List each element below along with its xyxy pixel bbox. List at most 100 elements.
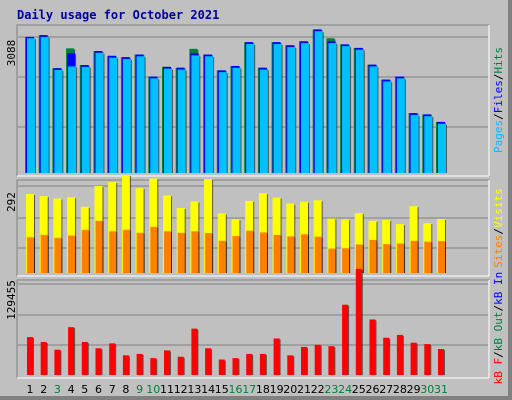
x-tick-label: 9	[136, 383, 143, 396]
kbf-bar	[438, 348, 444, 375]
x-tick-label: 6	[95, 383, 102, 396]
x-tick-label: 22	[311, 383, 325, 396]
x-tick-label: 27	[379, 383, 393, 396]
kbf-bar	[396, 334, 403, 375]
x-tick-label: 18	[256, 383, 270, 396]
sites-bar	[438, 241, 445, 273]
x-tick-label: 2	[40, 383, 47, 396]
chart-title: Daily usage for October 2021	[17, 8, 220, 22]
x-tick-label: 30	[420, 383, 434, 396]
kbf-bar	[177, 356, 184, 375]
visits-bar	[135, 188, 144, 273]
pages-bar	[40, 36, 49, 173]
kbf-bar	[355, 268, 362, 375]
visits-bar	[39, 196, 48, 273]
pages-bar	[68, 66, 77, 173]
visits-bar	[354, 213, 363, 273]
sites-bar	[383, 244, 391, 273]
pages-bar	[232, 67, 241, 173]
sites-bar	[136, 232, 144, 273]
sites-bar	[177, 232, 185, 273]
pages-bar	[369, 66, 378, 173]
x-tick-label: 5	[81, 383, 88, 396]
legend-entry: kB F	[492, 358, 505, 385]
visits-bar	[409, 206, 418, 273]
legend-entry: Hits	[492, 47, 505, 74]
kbf-bar	[81, 341, 88, 375]
legend-entry: kB Out	[492, 311, 505, 351]
legend-entry: Visits	[492, 188, 505, 228]
pages-bar	[301, 43, 309, 173]
x-tick-label: 26	[366, 383, 380, 396]
kbf-bar	[109, 343, 116, 375]
kbf-bar	[314, 344, 321, 375]
kbf-bar	[54, 349, 61, 375]
kbf-bar	[68, 327, 75, 375]
sites-bar	[259, 232, 267, 273]
kbf-bar	[342, 304, 349, 375]
x-tick-label: 17	[242, 383, 256, 396]
visits-bar	[204, 179, 213, 273]
x-tick-label: 13	[187, 383, 201, 396]
x-tick-label: 23	[324, 383, 338, 396]
sites-bar	[328, 248, 336, 273]
kbf-bar	[164, 350, 170, 375]
x-tick-label: 1	[27, 383, 34, 396]
kbf-bar	[259, 353, 266, 375]
legend-entry: /	[492, 113, 505, 120]
pages-bar	[95, 52, 104, 173]
kbf-bar	[301, 346, 307, 375]
pages-bar	[410, 114, 419, 173]
visits-bar	[341, 219, 350, 273]
sites-bar	[54, 237, 62, 273]
kbf-bar	[246, 353, 253, 375]
kbf-bar	[383, 337, 390, 375]
kbf-bar	[150, 358, 157, 375]
kbf-bar	[328, 346, 335, 375]
sites-bar	[164, 231, 171, 273]
x-tick-label: 28	[393, 383, 407, 396]
kbf-bar	[273, 338, 280, 375]
legend-bottom: kB F/kB Out/kB In	[492, 272, 505, 385]
sites-bar	[246, 230, 254, 273]
visits-bar	[26, 194, 34, 273]
kbf-bar	[95, 348, 102, 375]
sites-bar	[40, 234, 48, 273]
pages-bar	[438, 123, 446, 173]
x-tick-label: 8	[122, 383, 129, 396]
kbf-bar	[136, 353, 143, 375]
sites-bar	[369, 239, 377, 273]
legend-entry: /	[492, 228, 505, 235]
y-tick-label: 129455	[5, 280, 18, 320]
kbf-bar	[369, 319, 376, 375]
legend-entry: /	[492, 305, 505, 312]
sites-bar	[355, 244, 363, 273]
legend-entry: /	[492, 74, 505, 81]
pages-bar	[314, 31, 323, 174]
x-tick-label: 3	[54, 383, 61, 396]
legend-entry: Files	[492, 80, 505, 113]
pages-bar	[191, 55, 200, 173]
x-tick-label: 4	[68, 383, 75, 396]
pages-bar	[205, 56, 214, 173]
visits-bar	[108, 182, 117, 273]
legend-entry: kB In	[492, 272, 505, 305]
kbf-bar	[191, 328, 198, 375]
kbf-bar	[287, 355, 294, 375]
pages-bar	[218, 72, 227, 173]
x-tick-label: 16	[229, 383, 243, 396]
x-tick-label: 15	[215, 383, 229, 396]
visits-bar	[121, 174, 130, 273]
y-tick-label: 3088	[5, 40, 18, 67]
x-tick-label: 31	[434, 383, 448, 396]
visits-bar	[67, 197, 76, 273]
x-tick-label: 20	[283, 383, 297, 396]
legend-entry: Sites	[492, 235, 505, 268]
pages-bar	[424, 116, 433, 173]
legend-middle: Sites/Visits	[492, 188, 505, 268]
pages-bar	[246, 43, 255, 173]
pages-bar	[383, 81, 392, 173]
sites-bar	[150, 226, 158, 273]
x-tick-label: 10	[146, 383, 160, 396]
x-tick-label: 24	[338, 383, 352, 396]
